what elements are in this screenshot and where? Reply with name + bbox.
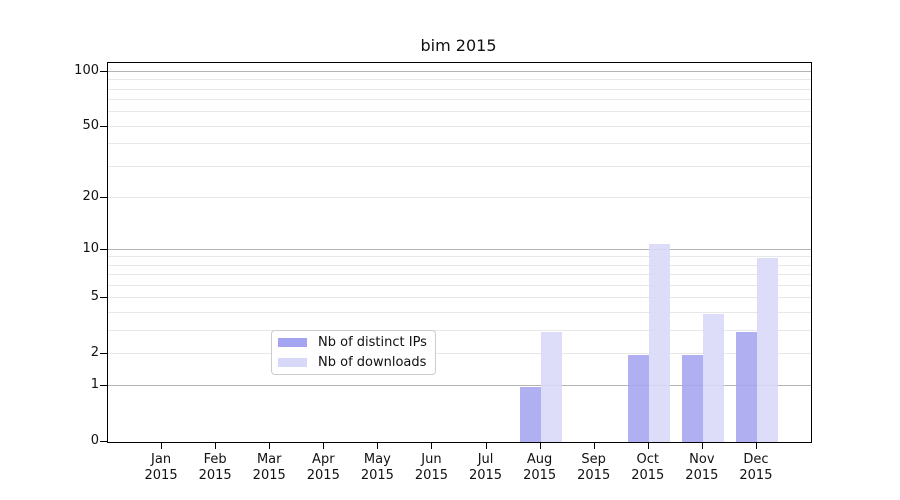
plot-area <box>107 62 812 443</box>
gridline-minor-40 <box>108 143 811 145</box>
bar-downloads-dec <box>756 258 778 442</box>
legend-item-downloads: Nb of downloads <box>278 355 429 370</box>
y-tick-5 <box>100 297 107 299</box>
y-tick-label-2: 2 <box>90 344 99 360</box>
bar-distinct-ips-nov <box>681 354 703 442</box>
x-tick-label-apr: Apr 2015 <box>306 452 340 483</box>
gridline-minor-70 <box>108 99 811 101</box>
bar-downloads-oct <box>648 243 670 442</box>
legend-label-downloads: Nb of downloads <box>318 355 427 370</box>
x-tick-may <box>377 442 379 449</box>
x-tick-label-feb: Feb 2015 <box>198 452 232 483</box>
x-tick-sep <box>593 442 595 449</box>
chart-title: bim 2015 <box>420 36 497 55</box>
y-tick-label-20: 20 <box>82 188 99 204</box>
gridline-minor-90 <box>108 79 811 81</box>
y-tick-100 <box>100 71 107 72</box>
x-tick-feb <box>215 442 217 449</box>
y-tick-10 <box>100 248 107 250</box>
y-tick-0 <box>100 441 107 442</box>
x-tick-label-mar: Mar 2015 <box>252 452 286 483</box>
x-tick-label-dec: Dec 2015 <box>739 452 773 483</box>
x-tick-label-may: May 2015 <box>360 452 394 483</box>
legend-swatch-downloads <box>278 358 307 367</box>
legend: Nb of distinct IPs Nb of downloads <box>271 330 436 375</box>
gridline-minor-50 <box>108 125 811 127</box>
x-tick-apr <box>323 442 325 449</box>
y-tick-label-100: 100 <box>74 63 99 78</box>
x-tick-jan <box>161 442 163 449</box>
gridline-minor-30 <box>108 165 811 167</box>
bar-downloads-aug <box>540 331 562 442</box>
x-tick-aug <box>539 442 541 449</box>
x-tick-jul <box>485 442 487 449</box>
gridline-minor-7 <box>108 274 811 276</box>
x-tick-nov <box>701 442 703 449</box>
gridline-minor-6 <box>108 284 811 286</box>
bar-downloads-nov <box>702 313 724 442</box>
gridline-major-10 <box>108 248 811 250</box>
gridline-major-1 <box>108 385 811 387</box>
bar-distinct-ips-dec <box>735 331 757 442</box>
legend-swatch-distinct-ips <box>278 338 307 347</box>
y-tick-label-50: 50 <box>82 117 99 133</box>
bar-distinct-ips-oct <box>627 354 649 442</box>
gridline-minor-9 <box>108 256 811 258</box>
x-tick-label-jun: Jun 2015 <box>414 452 448 483</box>
legend-item-distinct-ips: Nb of distinct IPs <box>278 335 429 350</box>
x-tick-dec <box>755 442 757 449</box>
gridline-minor-2 <box>108 352 811 354</box>
y-tick-2 <box>100 352 107 354</box>
x-tick-oct <box>647 442 649 449</box>
y-tick-50 <box>100 125 107 127</box>
x-tick-label-nov: Nov 2015 <box>685 452 719 483</box>
gridline-minor-60 <box>108 111 811 113</box>
gridline-minor-20 <box>108 196 811 198</box>
gridline-minor-80 <box>108 88 811 90</box>
gridline-minor-4 <box>108 311 811 313</box>
gridline-minor-5 <box>108 297 811 299</box>
x-tick-jun <box>431 442 433 449</box>
y-tick-20 <box>100 196 107 198</box>
x-tick-label-aug: Aug 2015 <box>523 452 557 483</box>
x-tick-mar <box>269 442 271 449</box>
bar-distinct-ips-aug <box>519 387 541 442</box>
x-tick-label-jul: Jul 2015 <box>468 452 503 483</box>
y-tick-1 <box>100 385 107 387</box>
y-tick-label-0: 0 <box>90 433 99 448</box>
legend-label-distinct-ips: Nb of distinct IPs <box>318 335 427 350</box>
gridline-minor-3 <box>108 329 811 331</box>
y-tick-label-5: 5 <box>90 289 99 305</box>
y-tick-label-10: 10 <box>82 240 99 256</box>
gridline-major-100 <box>108 71 811 72</box>
x-tick-label-jan: Jan 2015 <box>144 452 178 483</box>
x-tick-label-sep: Sep 2015 <box>577 452 611 483</box>
x-tick-label-oct: Oct 2015 <box>631 452 665 483</box>
gridline-minor-8 <box>108 264 811 266</box>
y-tick-label-1: 1 <box>90 377 99 393</box>
